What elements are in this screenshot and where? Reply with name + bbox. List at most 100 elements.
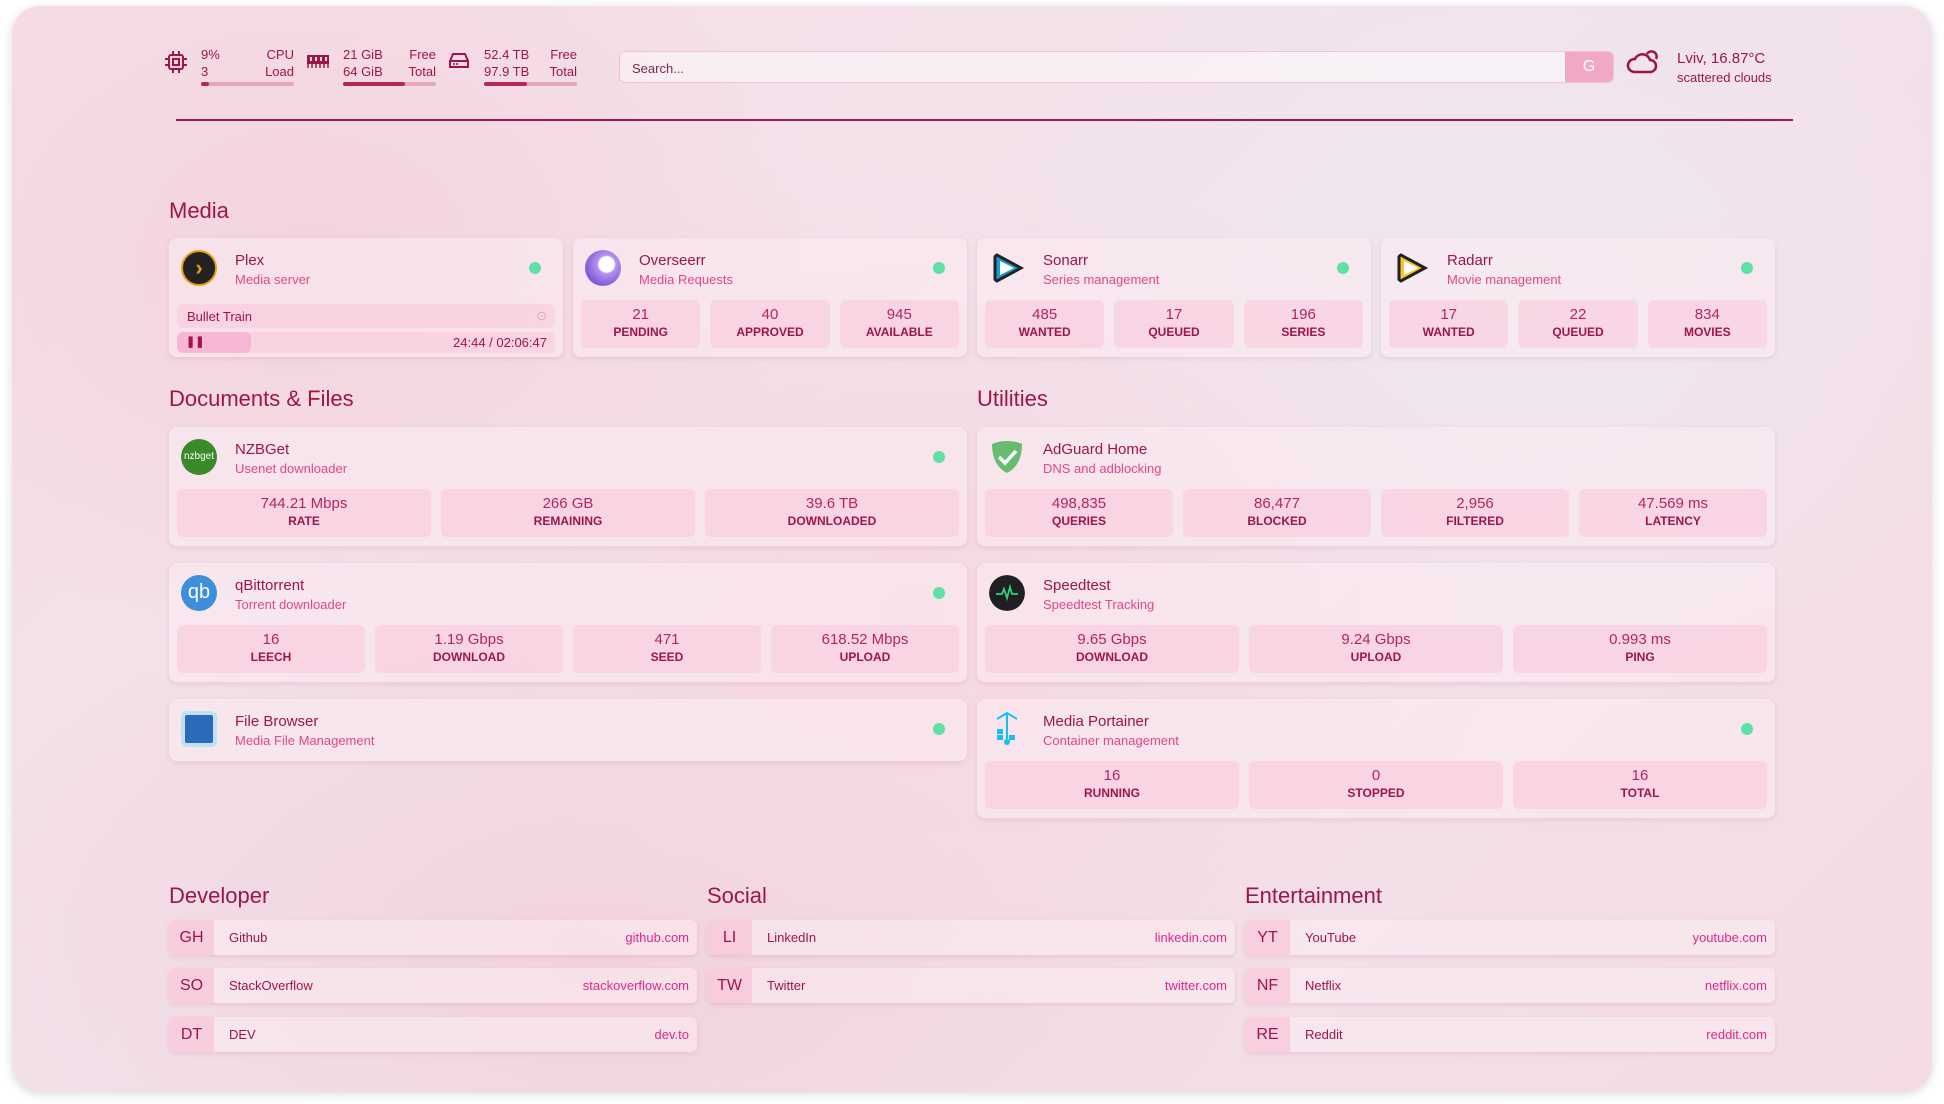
plex-card[interactable]: › Plex Media server Bullet Train ⊙ ❚❚ 24:… xyxy=(169,238,563,357)
now-playing: Bullet Train ⊙ xyxy=(177,304,555,328)
stat-rate: 744.21 Mbps RATE xyxy=(177,489,431,537)
bookmark-abbr: GH xyxy=(169,920,214,955)
bookmark-url: twitter.com xyxy=(1164,978,1227,993)
qbittorrent-card[interactable]: qb qBittorrent Torrent downloader 16 LEEC… xyxy=(169,563,967,682)
stat-value: 86,477 xyxy=(1254,495,1300,512)
stat-label: FILTERED xyxy=(1446,514,1504,528)
bookmark-url: reddit.com xyxy=(1706,1027,1767,1042)
cpu-icon xyxy=(165,51,187,73)
stat-label: QUERIES xyxy=(1051,514,1106,528)
status-dot xyxy=(1741,723,1753,735)
memory-free: 21 GiB xyxy=(343,47,383,62)
status-dot xyxy=(1741,262,1753,274)
stat-wanted: 17 WANTED xyxy=(1389,300,1509,348)
portainer-card[interactable]: Media Portainer Container management 16 R… xyxy=(977,699,1775,818)
sonarr-card[interactable]: Sonarr Series management 485 WANTED 17 QUE… xyxy=(977,238,1371,357)
cpu-cores: 3 xyxy=(201,64,209,79)
stat-latency: 47.569 ms LATENCY xyxy=(1579,489,1767,537)
filebrowser-card[interactable]: File Browser Media File Management xyxy=(169,699,967,761)
bookmark-abbr: YT xyxy=(1245,920,1290,955)
stat-label: DOWNLOADED xyxy=(787,514,877,528)
search-placeholder: Search... xyxy=(632,61,685,76)
adguard-title: AdGuard Home xyxy=(1043,441,1148,458)
filebrowser-desc: Media File Management xyxy=(235,733,375,748)
stat-value: 17 xyxy=(1440,306,1457,323)
memory-free-label: Free xyxy=(409,47,436,62)
portainer-title: Media Portainer xyxy=(1043,713,1149,730)
radarr-icon xyxy=(1397,251,1429,285)
overseerr-card[interactable]: Overseerr Media Requests 21 PENDING 40 APP… xyxy=(573,238,967,357)
transcode-icon: ⊙ xyxy=(536,308,547,323)
bookmark-twitter[interactable]: TW Twitter twitter.com xyxy=(707,968,1235,1003)
overseerr-title: Overseerr xyxy=(639,252,706,269)
stat-queries: 498,835 QUERIES xyxy=(985,489,1173,537)
status-dot xyxy=(529,262,541,274)
stat-label: UPLOAD xyxy=(839,650,891,664)
stat-available: 945 AVAILABLE xyxy=(839,300,959,348)
stat-value: 485 xyxy=(1032,306,1058,323)
bookmark-dev[interactable]: DT DEV dev.to xyxy=(169,1017,697,1052)
disk-bar xyxy=(484,82,577,86)
radarr-desc: Movie management xyxy=(1447,272,1562,287)
speedtest-card[interactable]: Speedtest Speedtest Tracking 9.65 Gbps DO… xyxy=(977,563,1775,682)
stat-value: 834 xyxy=(1694,306,1720,323)
bookmark-abbr: TW xyxy=(707,968,752,1003)
section-documents: Documents & Files xyxy=(169,386,354,411)
disk-total-label: Total xyxy=(549,64,577,79)
stat-label: DOWNLOAD xyxy=(433,650,505,664)
disk-total: 97.9 TB xyxy=(484,64,530,79)
sonarr-desc: Series management xyxy=(1043,272,1160,287)
playback-progress[interactable]: ❚❚ 24:44 / 02:06:47 xyxy=(177,332,555,353)
disk-free: 52.4 TB xyxy=(484,47,530,62)
search-google-button[interactable]: G xyxy=(1565,52,1613,82)
header-divider xyxy=(176,119,1793,121)
status-dot xyxy=(933,587,945,599)
bookmark-netflix[interactable]: NF Netflix netflix.com xyxy=(1245,968,1775,1003)
stat-value: 9.65 Gbps xyxy=(1077,631,1147,648)
stat-upload: 9.24 Gbps UPLOAD xyxy=(1249,625,1503,673)
bookmark-linkedin[interactable]: LI LinkedIn linkedin.com xyxy=(707,920,1235,955)
stat-value: 16 xyxy=(1631,767,1649,784)
filebrowser-icon xyxy=(181,711,217,747)
stat-value: 196 xyxy=(1290,306,1316,323)
bookmark-url: youtube.com xyxy=(1692,930,1767,945)
overseerr-desc: Media Requests xyxy=(639,272,733,287)
stat-label: REMAINING xyxy=(533,514,603,528)
search-input[interactable]: Search... G xyxy=(619,51,1614,83)
bookmark-abbr: DT xyxy=(169,1017,214,1052)
stat-label: PING xyxy=(1625,650,1655,664)
stat-label: DOWNLOAD xyxy=(1076,650,1148,664)
stat-value: 17 xyxy=(1165,306,1183,323)
stat-stopped: 0 STOPPED xyxy=(1249,761,1503,809)
stat-upload: 618.52 Mbps UPLOAD xyxy=(771,625,959,673)
bookmark-reddit[interactable]: RE Reddit reddit.com xyxy=(1245,1017,1775,1052)
bookmark-stackoverflow[interactable]: SO StackOverflow stackoverflow.com xyxy=(169,968,697,1003)
stat-label: RUNNING xyxy=(1084,786,1140,800)
qbittorrent-desc: Torrent downloader xyxy=(235,597,347,612)
stat-value: 0 xyxy=(1371,767,1381,784)
stat-label: QUEUED xyxy=(1148,325,1200,339)
memory-icon xyxy=(307,55,329,68)
stat-blocked: 86,477 BLOCKED xyxy=(1183,489,1371,537)
bookmark-youtube[interactable]: YT YouTube youtube.com xyxy=(1245,920,1775,955)
section-entertainment: Entertainment xyxy=(1245,883,1382,908)
nzbget-card[interactable]: nzbget NZBGet Usenet downloader 744.21 M… xyxy=(169,427,967,546)
nzbget-desc: Usenet downloader xyxy=(235,461,348,476)
now-playing-title: Bullet Train xyxy=(187,309,253,324)
stat-filtered: 2,956 FILTERED xyxy=(1381,489,1569,537)
portainer-icon xyxy=(996,711,1018,745)
stat-value: 2,956 xyxy=(1456,495,1494,512)
adguard-card[interactable]: AdGuard Home DNS and adblocking 498,835 Q… xyxy=(977,427,1775,546)
cloud-icon xyxy=(1626,50,1658,74)
stat-total: 16 TOTAL xyxy=(1513,761,1767,809)
bookmark-github[interactable]: GH Github github.com xyxy=(169,920,697,955)
stat-pending: 21 PENDING xyxy=(581,300,701,348)
stat-value: 16 xyxy=(1103,767,1121,784)
stat-wanted: 485 WANTED xyxy=(985,300,1105,348)
bookmark-name: StackOverflow xyxy=(229,978,313,993)
speedtest-icon xyxy=(989,575,1025,611)
radarr-card[interactable]: Radarr Movie management 17 WANTED 22 QUEUE… xyxy=(1381,238,1775,357)
pause-icon[interactable]: ❚❚ xyxy=(186,336,205,348)
bookmark-abbr: SO xyxy=(169,968,214,1003)
stat-approved: 40 APPROVED xyxy=(710,300,830,348)
